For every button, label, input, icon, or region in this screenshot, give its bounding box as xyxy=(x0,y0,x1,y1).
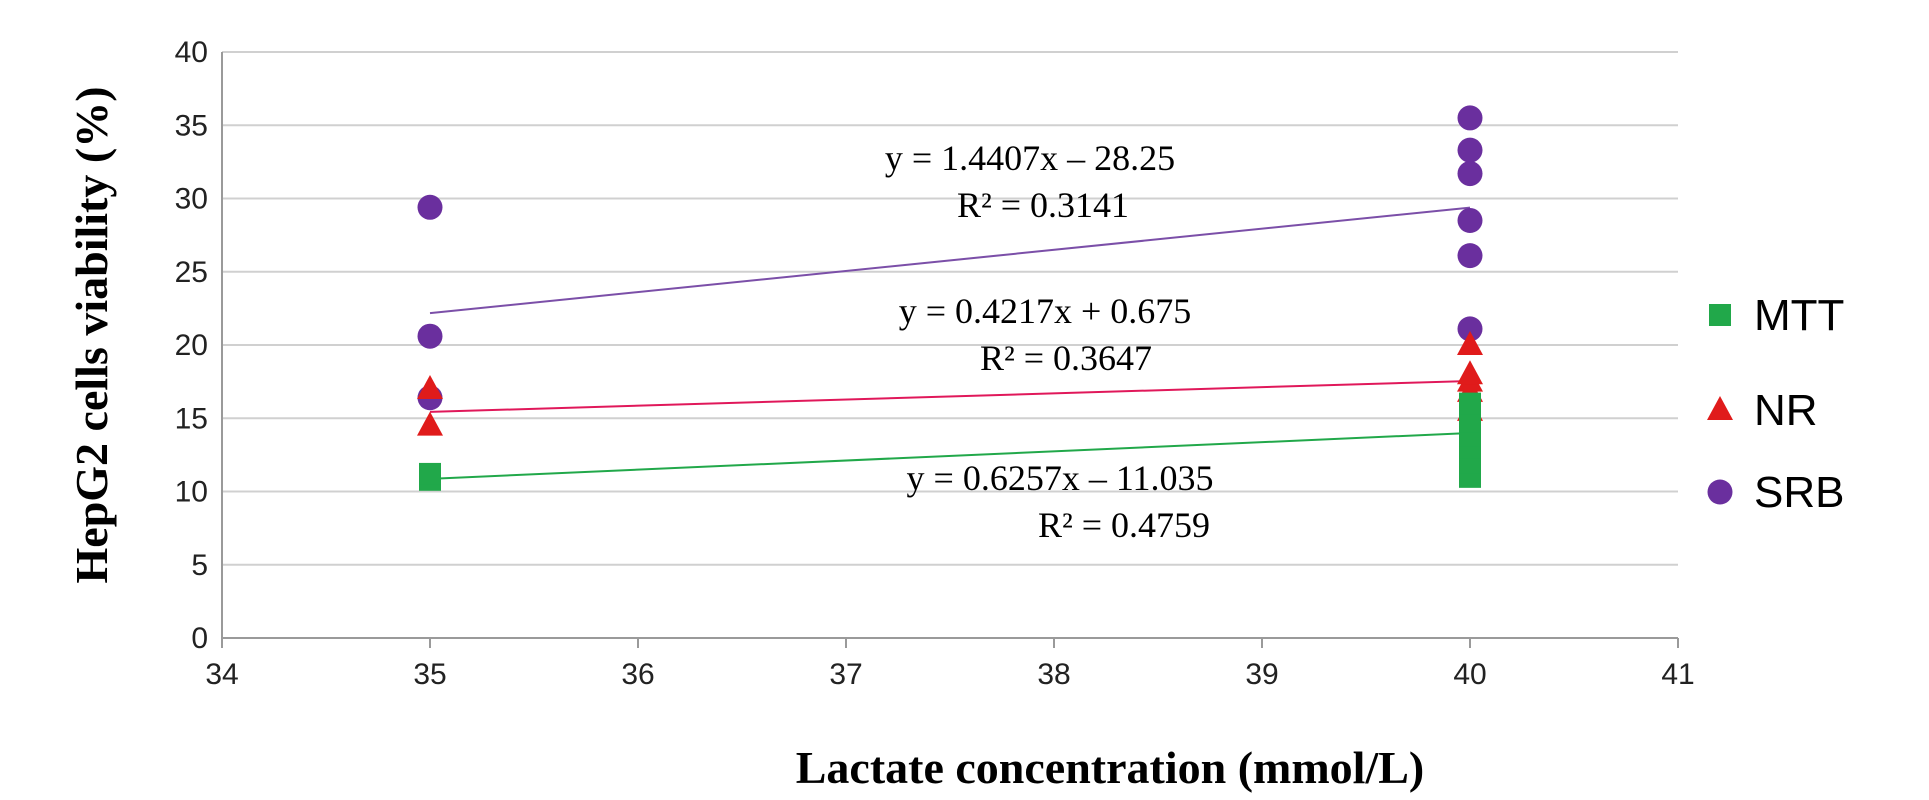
trendline-equation-srb: y = 1.4407x – 28.25 xyxy=(885,138,1175,178)
legend-label-srb: SRB xyxy=(1754,468,1844,517)
legend: MTT NR SRB xyxy=(1707,291,1844,517)
y-axis-title: HepG2 cells viability (%) xyxy=(66,86,117,583)
data-point-nr xyxy=(1457,360,1483,385)
x-tick-label: 41 xyxy=(1661,658,1694,691)
legend-label-nr: NR xyxy=(1754,386,1818,435)
y-tick-label: 30 xyxy=(175,183,208,216)
legend-marker-srb xyxy=(1707,479,1733,505)
data-point-srb xyxy=(1457,105,1483,131)
axes xyxy=(221,52,1679,648)
data-point-srb xyxy=(1457,137,1483,163)
trendline-srb xyxy=(429,206,1471,315)
data-point-srb xyxy=(1457,243,1483,269)
x-tick-label: 40 xyxy=(1453,658,1486,691)
y-tick-label: 25 xyxy=(175,256,208,289)
y-tick-label: 0 xyxy=(191,622,208,655)
data-point-nr xyxy=(417,411,443,436)
gridlines xyxy=(222,51,1678,566)
data-point-mtt xyxy=(419,462,441,485)
trendline-r2-srb: R² = 0.3141 xyxy=(957,185,1129,225)
data-point-mtt xyxy=(1459,392,1481,415)
x-axis-title: Lactate concentration (mmol/L) xyxy=(796,742,1425,793)
x-tick-label: 34 xyxy=(205,658,238,691)
trendline-equation-nr: y = 0.4217x + 0.675 xyxy=(899,291,1192,331)
trendlines xyxy=(429,206,1471,480)
legend-marker-nr xyxy=(1707,396,1733,420)
data-point-mtt xyxy=(1459,410,1481,433)
x-tick-label: 35 xyxy=(413,658,446,691)
data-point-nr xyxy=(417,374,443,399)
trendline-mtt xyxy=(429,432,1471,480)
data-point-srb xyxy=(417,194,443,220)
data-point-srb xyxy=(1457,316,1483,342)
y-tick-label: 35 xyxy=(175,109,208,142)
legend-marker-mtt xyxy=(1709,304,1731,326)
trendline-equations: y = 0.6257x – 11.035 R² = 0.4759 y = 0.421… xyxy=(885,138,1214,545)
trendline-r2-nr: R² = 0.3647 xyxy=(980,338,1152,378)
y-tick-label: 10 xyxy=(175,476,208,509)
data-point-srb xyxy=(417,323,443,349)
legend-label-mtt: MTT xyxy=(1754,291,1844,340)
x-tick-label: 37 xyxy=(829,658,862,691)
x-tick-label: 38 xyxy=(1037,658,1070,691)
y-tick-label: 40 xyxy=(175,36,208,69)
trendline-r2-mtt: R² = 0.4759 xyxy=(1038,505,1210,545)
data-points xyxy=(417,105,1483,491)
tick-labels: 0 5 10 15 20 25 30 35 40 34 35 36 37 38 39 40 41 xyxy=(175,36,1695,691)
x-tick-label: 36 xyxy=(621,658,654,691)
y-tick-label: 5 xyxy=(191,549,208,582)
trendline-equation-mtt: y = 0.6257x – 11.035 xyxy=(907,458,1214,498)
data-point-srb xyxy=(1457,207,1483,233)
data-point-srb xyxy=(1457,161,1483,187)
x-tick-label: 39 xyxy=(1245,658,1278,691)
data-point-nr xyxy=(1457,331,1483,355)
trendline-nr xyxy=(429,379,1471,413)
y-tick-label: 15 xyxy=(175,402,208,435)
y-tick-label: 20 xyxy=(175,329,208,362)
